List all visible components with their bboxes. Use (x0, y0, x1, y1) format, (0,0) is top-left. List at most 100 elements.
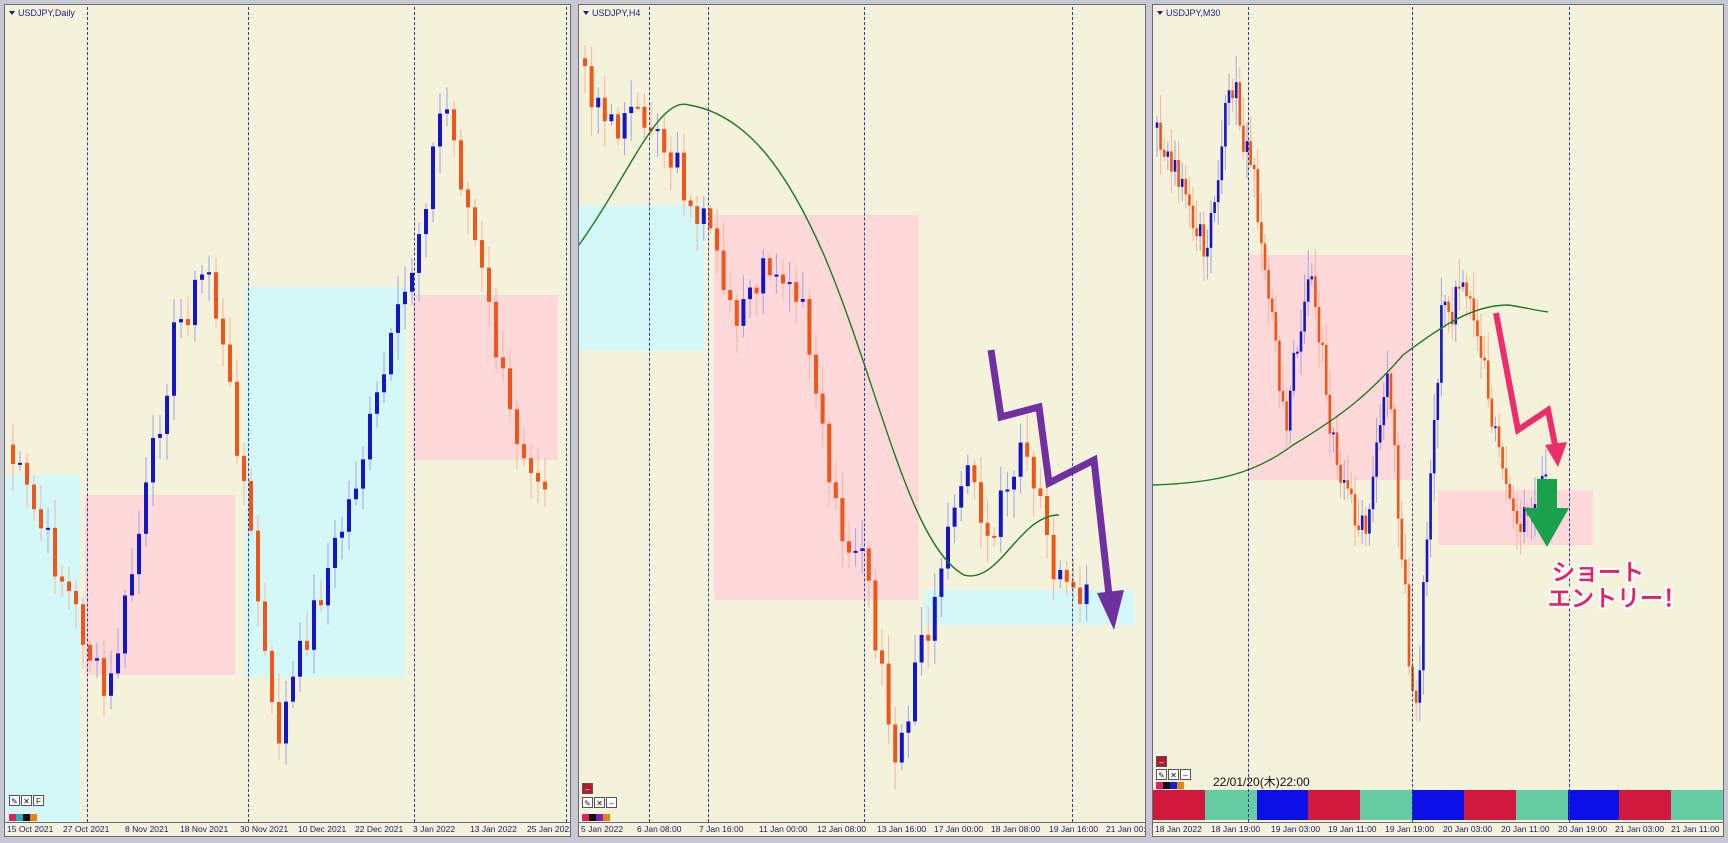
brush-icon[interactable]: ✎ (582, 797, 593, 808)
time-axis-tick: 8 Nov 2021 (125, 824, 168, 834)
candle-body (305, 641, 309, 650)
candle-body (781, 275, 785, 284)
candle-body (1408, 584, 1411, 666)
candle-body (1242, 126, 1245, 152)
candle-body (368, 414, 372, 460)
candle-body (1318, 307, 1321, 343)
time-axis-tick: 13 Jan 2022 (470, 824, 517, 834)
chart-title[interactable]: USDJPY,Daily (9, 8, 75, 18)
candle-body (1231, 90, 1234, 98)
candle-body (165, 396, 169, 434)
candle-body (452, 109, 456, 140)
candle-body (375, 392, 379, 414)
chart-title[interactable]: USDJPY,H4 (583, 8, 640, 18)
candle-body (32, 485, 36, 510)
close-icon[interactable]: ✕ (1168, 769, 1179, 780)
chart-panel-daily[interactable]: USDJPY,Daily ✎ ✕ F 15 Oct 2021 27 Oct 202… (4, 4, 571, 837)
candle-body (590, 66, 594, 107)
candle-body (53, 528, 57, 577)
pink-downtrend-arrow (1496, 313, 1556, 450)
candle-body (207, 272, 211, 274)
candle-body (1300, 331, 1303, 351)
dropdown-triangle-icon[interactable] (583, 11, 589, 15)
candle-body (242, 456, 246, 481)
candle-body (893, 724, 897, 762)
chart-panel-m30[interactable]: USDJPY,M30 – ✎ ✕ – 22/01/20(木)22:00 18 J… (1152, 4, 1724, 837)
candle-body (536, 473, 540, 482)
candle-body (1458, 287, 1461, 289)
candle-body (1217, 180, 1220, 202)
candle-body (431, 146, 435, 209)
minimize-icon[interactable]: – (582, 783, 593, 794)
candle-body (1303, 302, 1306, 332)
candle-body (768, 258, 772, 275)
time-axis-tick: 19 Jan 03:00 (1271, 824, 1320, 834)
candle-body (382, 374, 386, 392)
candle-body (1505, 469, 1508, 484)
candle-body (25, 463, 29, 485)
minus-icon[interactable]: – (606, 797, 617, 808)
chart-panel-h4[interactable]: USDJPY,H4 – ✎ ✕ – 5 Jan 2022 6 Jan 08:00 7… (578, 4, 1146, 837)
candle-body (821, 394, 825, 424)
downtrend-zigzag-arrow (991, 350, 1109, 595)
chart-title[interactable]: USDJPY,M30 (1157, 8, 1220, 18)
candle-body (1419, 670, 1422, 702)
candle-body (953, 508, 957, 527)
candle-body (39, 509, 43, 528)
time-axis-tick: 18 Jan 19:00 (1211, 824, 1260, 834)
dropdown-triangle-icon[interactable] (1157, 11, 1163, 15)
time-axis-tick: 3 Jan 2022 (413, 824, 455, 834)
timestamp-label: 22/01/20(木)22:00 (1213, 773, 1310, 790)
candle-body (1167, 151, 1170, 156)
candle-body (263, 601, 267, 651)
time-axis-tick: 17 Jan 00:00 (934, 824, 983, 834)
demand-zone (579, 205, 704, 350)
time-axis-tick: 12 Jan 08:00 (817, 824, 866, 834)
candle-body (1058, 570, 1062, 579)
brush-icon[interactable]: ✎ (9, 795, 20, 806)
candle-body (137, 534, 141, 574)
candle-body (1483, 358, 1486, 361)
candle-body (473, 207, 477, 240)
candle-body (389, 333, 393, 374)
supply-zone (85, 495, 235, 675)
time-axis-tick: 21 Jan 03:00 (1615, 824, 1664, 834)
candle-body (1444, 302, 1447, 306)
price-chart-svg[interactable] (1153, 5, 1724, 785)
candle-body (1404, 559, 1407, 584)
session-color-bar (1153, 790, 1723, 820)
candle-body (270, 651, 274, 702)
candle-body (249, 481, 253, 531)
time-axis-tick: 19 Jan 19:00 (1385, 824, 1434, 834)
close-icon[interactable]: ✕ (594, 797, 605, 808)
candle-body (95, 658, 99, 660)
close-icon[interactable]: ✕ (21, 795, 32, 806)
minus-icon[interactable]: – (1180, 769, 1191, 780)
candle-body (1386, 374, 1389, 397)
candle-body (583, 58, 587, 66)
period-separator (864, 7, 865, 822)
time-axis-tick: 18 Jan 08:00 (991, 824, 1040, 834)
f-button[interactable]: F (33, 795, 44, 806)
candle-body (1307, 279, 1310, 301)
time-axis-tick: 25 Jan 2022 (527, 824, 571, 834)
candle-body (1393, 409, 1396, 445)
candle-body (1397, 445, 1400, 519)
candle-body (1516, 511, 1519, 524)
candle-body (1523, 507, 1526, 532)
candle-body (1368, 509, 1371, 533)
price-chart-svg[interactable] (579, 5, 1146, 825)
candle-body (1491, 399, 1494, 427)
candle-body (1249, 141, 1252, 165)
candle-body (847, 541, 851, 552)
candle-body (616, 114, 620, 138)
candle-body (629, 107, 633, 113)
candle-body (347, 499, 351, 531)
session-segment (1516, 790, 1568, 820)
minimize-icon[interactable]: – (1156, 756, 1167, 767)
price-chart-svg[interactable] (5, 5, 571, 825)
brush-icon[interactable]: ✎ (1156, 769, 1167, 780)
dropdown-triangle-icon[interactable] (9, 11, 15, 15)
chart-toolbar: – (1156, 756, 1167, 767)
candle-body (1433, 420, 1436, 473)
